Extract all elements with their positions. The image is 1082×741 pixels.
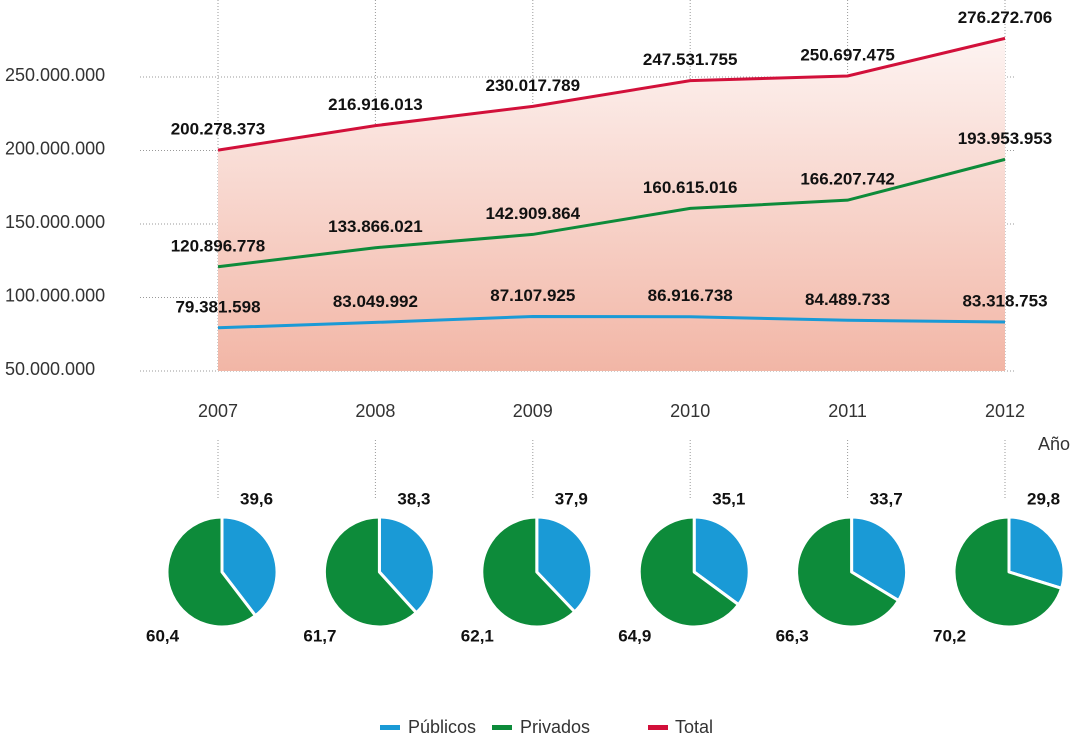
- data-label: 61,7: [303, 626, 336, 645]
- y-tick-label: 100.000.000: [5, 285, 105, 305]
- data-label: 247.531.755: [643, 50, 738, 69]
- legend-label: Privados: [520, 717, 590, 737]
- y-tick-label: 250.000.000: [5, 65, 105, 85]
- pie-slice: [535, 515, 594, 614]
- x-axis-label: Año: [1038, 434, 1070, 454]
- pie-slice: [795, 515, 901, 629]
- data-label: 29,8: [1027, 489, 1060, 508]
- data-label: 160.615.016: [643, 178, 738, 197]
- data-label: 142.909.864: [486, 204, 581, 223]
- y-tick-label: 50.000.000: [5, 359, 95, 379]
- data-label: 35,1: [712, 489, 745, 508]
- data-label: 62,1: [461, 626, 494, 645]
- legend-swatch: [380, 725, 400, 730]
- data-label: 64,9: [618, 626, 651, 645]
- legend-swatch: [492, 725, 512, 730]
- line: [217, 314, 1006, 330]
- data-label: 86.916.738: [648, 286, 733, 305]
- data-label: 193.953.953: [958, 129, 1053, 148]
- y-tick-label: 200.000.000: [5, 138, 105, 158]
- x-tick-label: 2010: [670, 401, 710, 421]
- data-label: 166.207.742: [800, 170, 895, 189]
- line: [217, 157, 1006, 269]
- x-tick-label: 2009: [513, 401, 553, 421]
- x-tick-label: 2007: [198, 401, 238, 421]
- data-label: 39,6: [240, 489, 273, 508]
- legend-label: Públicos: [408, 717, 476, 737]
- line: [217, 36, 1006, 152]
- data-label: 84.489.733: [805, 290, 890, 309]
- data-label: 200.278.373: [171, 120, 266, 139]
- pie-slice: [637, 515, 740, 629]
- legend-label: Total: [675, 717, 713, 737]
- pie-slice: [220, 515, 279, 618]
- pie-slice: [1007, 515, 1066, 590]
- data-label: 60,4: [146, 626, 180, 645]
- pie-slice: [692, 515, 751, 607]
- data-label: 79.381.598: [175, 297, 260, 316]
- y-tick-label: 150.000.000: [5, 212, 105, 232]
- data-label: 87.107.925: [490, 286, 575, 305]
- pie-slice: [952, 515, 1064, 629]
- pie-slice: [165, 515, 257, 629]
- legend-swatch: [648, 725, 668, 730]
- data-label: 250.697.475: [800, 45, 895, 64]
- pie-slice: [480, 515, 577, 629]
- data-label: 37,9: [555, 489, 588, 508]
- pie-slice: [322, 515, 418, 629]
- data-label: 70,2: [933, 626, 966, 645]
- data-label: 83.318.753: [962, 292, 1047, 311]
- data-label: 83.049.992: [333, 292, 418, 311]
- x-tick-label: 2011: [828, 401, 867, 421]
- data-label: 276.272.706: [958, 8, 1053, 27]
- data-label: 38,3: [397, 489, 430, 508]
- x-tick-label: 2012: [985, 401, 1025, 421]
- data-label: 120.896.778: [171, 236, 266, 255]
- data-label: 33,7: [870, 489, 903, 508]
- data-label: 230.017.789: [486, 76, 581, 95]
- pie-slice: [377, 515, 436, 615]
- x-tick-label: 2008: [355, 401, 395, 421]
- data-label: 133.866.021: [328, 217, 423, 236]
- data-label: 216.916.013: [328, 95, 423, 114]
- data-label: 66,3: [776, 626, 809, 645]
